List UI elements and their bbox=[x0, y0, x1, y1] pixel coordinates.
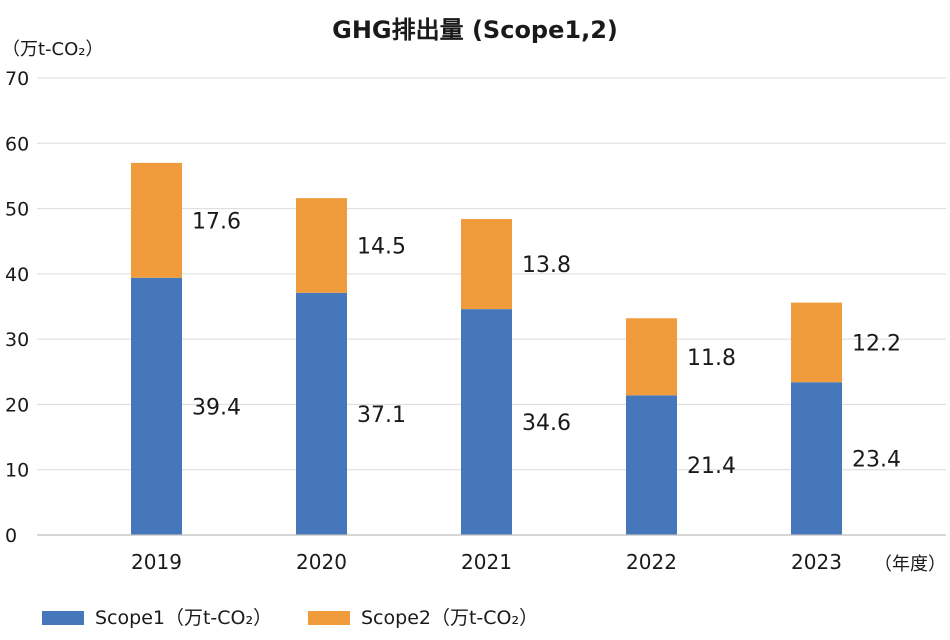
data-label-scope2: 14.5 bbox=[357, 234, 406, 259]
bar-scope1 bbox=[296, 292, 347, 535]
y-tick-label: 0 bbox=[5, 525, 17, 547]
data-label-scope1: 39.4 bbox=[192, 395, 241, 420]
legend-label-scope2: Scope2（万t-CO₂） bbox=[361, 607, 538, 629]
y-axis-ticks: 0 10 20 30 40 50 60 70 bbox=[5, 68, 29, 547]
bar-scope2 bbox=[626, 318, 677, 396]
x-tick-label: 2023 bbox=[791, 550, 842, 574]
x-tick-label: 2022 bbox=[626, 550, 677, 574]
data-label-scope2: 11.8 bbox=[687, 346, 736, 371]
y-tick-label: 30 bbox=[5, 329, 29, 351]
data-label-scope2: 13.8 bbox=[522, 253, 571, 278]
y-tick-label: 50 bbox=[5, 199, 29, 221]
legend-swatch-scope2 bbox=[308, 611, 350, 625]
y-tick-label: 70 bbox=[5, 68, 29, 90]
data-label-scope2: 17.6 bbox=[192, 209, 241, 234]
y-tick-label: 10 bbox=[5, 460, 29, 482]
data-labels: 39.4 17.6 37.1 14.5 34.6 13.8 21.4 11.8 23.4 12.2 bbox=[192, 209, 901, 479]
x-axis-ticks: 2019 2020 2021 2022 2023 bbox=[131, 550, 842, 574]
data-label-scope2: 12.2 bbox=[852, 331, 901, 356]
bar-scope2 bbox=[461, 219, 512, 310]
y-axis-label: （万t-CO₂） bbox=[2, 39, 104, 60]
x-tick-label: 2020 bbox=[296, 550, 347, 574]
bar-scope2 bbox=[296, 198, 347, 293]
legend: Scope1（万t-CO₂） Scope2（万t-CO₂） bbox=[42, 607, 538, 629]
bar-scope2 bbox=[791, 302, 842, 383]
y-tick-label: 20 bbox=[5, 394, 29, 416]
bar-scope1 bbox=[626, 395, 677, 535]
data-label-scope1: 34.6 bbox=[522, 411, 571, 436]
y-tick-label: 60 bbox=[5, 133, 29, 155]
bar-scope1 bbox=[461, 309, 512, 535]
y-tick-label: 40 bbox=[5, 264, 29, 286]
bar-scope1 bbox=[131, 277, 182, 535]
x-tick-label: 2021 bbox=[461, 550, 512, 574]
x-tick-label: 2019 bbox=[131, 550, 182, 574]
data-label-scope1: 37.1 bbox=[357, 403, 406, 428]
legend-label-scope1: Scope1（万t-CO₂） bbox=[95, 607, 272, 629]
data-label-scope1: 23.4 bbox=[852, 448, 901, 473]
bar-series bbox=[131, 162, 842, 535]
bar-scope2 bbox=[131, 162, 182, 278]
legend-swatch-scope1 bbox=[42, 611, 84, 625]
data-label-scope1: 21.4 bbox=[687, 454, 736, 479]
x-axis-label: （年度） bbox=[874, 554, 946, 575]
chart-title: GHG排出量 (Scope1,2) bbox=[332, 16, 618, 44]
bar-scope1 bbox=[791, 382, 842, 535]
